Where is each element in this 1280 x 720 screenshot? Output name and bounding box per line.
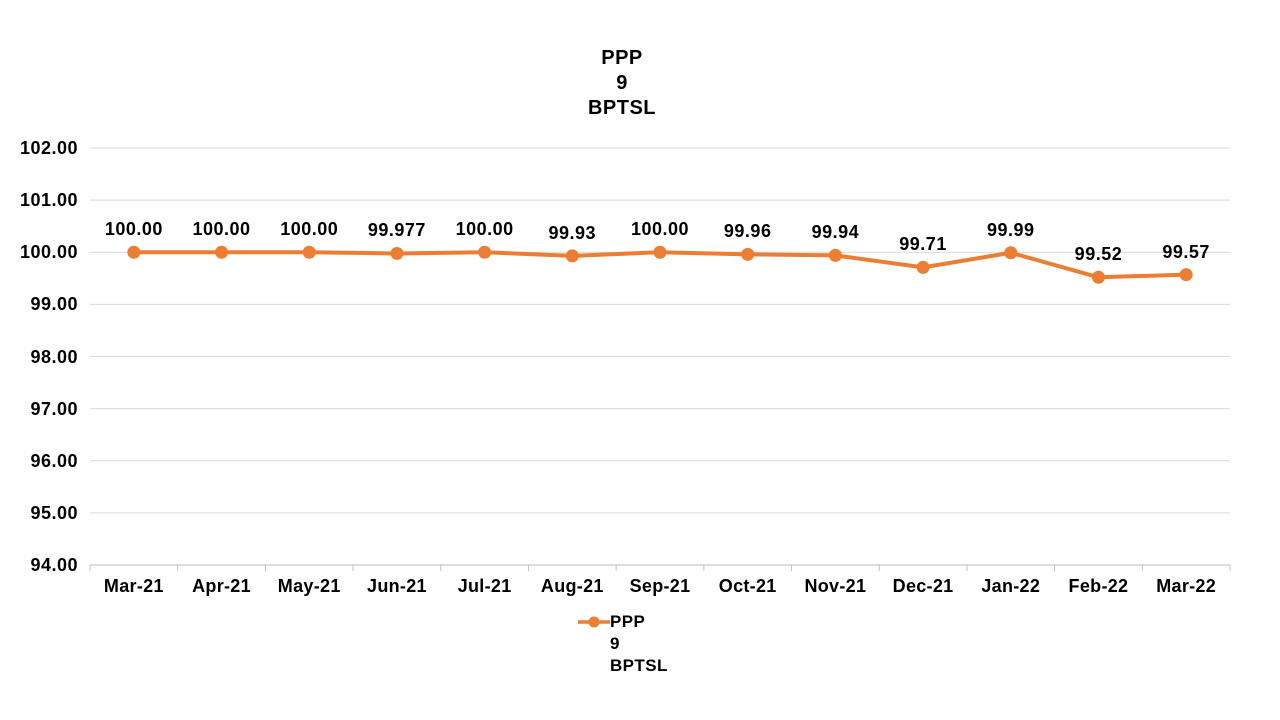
y-axis-tick-label: 98.00: [30, 346, 78, 367]
x-axis-category-label: Dec-21: [892, 576, 954, 596]
x-axis-category-label: Sep-21: [629, 576, 691, 596]
chart-title-line-2: 9: [616, 72, 628, 94]
y-axis-tick-label: 94.00: [30, 555, 78, 575]
x-axis-category-label: Nov-21: [804, 576, 867, 596]
x-axis-category-label: Mar-22: [1156, 576, 1217, 596]
data-point-marker: [653, 245, 667, 259]
legend: PPP 9 BPTSL: [578, 611, 668, 677]
y-axis-tick-label: 97.00: [30, 398, 78, 419]
y-axis-tick-label: 100.00: [19, 242, 78, 263]
data-point-marker: [127, 245, 141, 259]
y-axis-tick-label: 102.00: [19, 138, 78, 158]
data-point-marker: [478, 245, 492, 259]
y-axis-tick-label: 95.00: [30, 502, 78, 523]
data-point-marker: [916, 260, 930, 274]
data-point-label: 99.71: [899, 234, 947, 255]
legend-label-line-1: PPP: [610, 612, 646, 631]
data-point-label: 99.977: [367, 220, 426, 241]
x-axis-category-label: Apr-21: [192, 576, 251, 596]
x-axis-category-label: Jul-21: [457, 576, 512, 596]
data-point-marker: [215, 245, 229, 259]
data-point-marker: [390, 246, 404, 260]
data-point-label: 99.99: [986, 219, 1035, 240]
data-point-marker: [828, 248, 842, 262]
legend-series-marker-icon: [578, 616, 610, 628]
legend-label: PPP 9 BPTSL: [610, 611, 668, 677]
data-point-label: 100.00: [192, 219, 251, 240]
legend-label-line-2: 9: [610, 634, 620, 653]
data-point-label: 99.94: [811, 222, 860, 243]
data-point-label: 100.00: [455, 219, 514, 240]
data-point-marker: [1091, 270, 1105, 284]
data-point-label: 99.57: [1162, 241, 1210, 262]
x-axis-category-label: Feb-22: [1068, 576, 1129, 596]
data-point-label: 100.00: [630, 219, 690, 240]
x-axis-category-label: Jun-21: [367, 576, 427, 596]
data-point-marker: [1179, 268, 1193, 282]
x-axis-category-label: Mar-21: [103, 576, 164, 596]
y-axis-tick-label: 96.00: [30, 450, 78, 471]
data-point-label: 99.93: [548, 222, 597, 243]
x-axis-category-label: Jan-22: [981, 576, 1041, 596]
data-point-marker: [741, 247, 755, 261]
data-point-marker: [1004, 246, 1018, 260]
x-axis-category-label: Aug-21: [540, 576, 604, 596]
data-point-marker: [565, 249, 579, 263]
y-axis-tick-label: 99.00: [30, 294, 78, 315]
chart-title-line-3: BPTSL: [587, 97, 657, 119]
legend-label-line-3: BPTSL: [610, 656, 668, 675]
data-point-label: 100.00: [280, 219, 339, 240]
chart-title-line-1: PPP: [601, 47, 643, 69]
data-point-marker: [302, 245, 316, 259]
x-axis-category-label: Oct-21: [718, 576, 777, 596]
x-axis-category-label: May-21: [277, 576, 341, 596]
data-point-label: 99.52: [1074, 244, 1123, 265]
y-axis-tick-label: 101.00: [19, 190, 78, 211]
data-point-label: 99.96: [723, 221, 772, 242]
data-point-label: 100.00: [104, 219, 163, 240]
chart-title: PPP 9 BPTSL: [588, 46, 656, 121]
